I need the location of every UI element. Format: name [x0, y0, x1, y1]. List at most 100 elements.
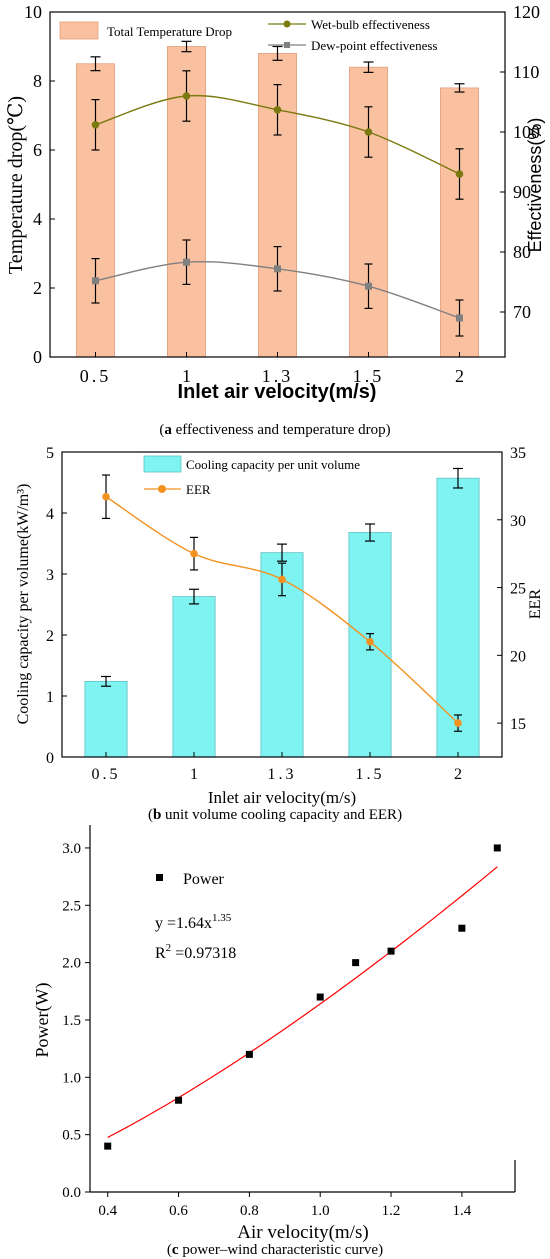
- y-axis-label-right: Effectiveness(%): [525, 118, 545, 253]
- x-axis-label: Air velocity(m/s): [237, 1222, 368, 1243]
- legend-marker-wetbulb: [283, 20, 291, 28]
- legend-swatch-bars: [59, 21, 99, 40]
- y-tick-label: 2: [33, 278, 42, 298]
- x-tick-label: 0.6: [169, 1203, 188, 1219]
- series-1-point-0: [92, 277, 99, 285]
- caption-c: (c power–wind characteristic curve): [167, 1242, 383, 1258]
- fit-equation: y =1.64x1.35: [155, 912, 232, 932]
- y-axis-label-left: Temperature drop(℃): [5, 96, 27, 274]
- x-tick-label: 1.0: [311, 1203, 330, 1219]
- series-0-point-3: [366, 637, 374, 646]
- series-0-point-1: [190, 549, 198, 558]
- data-point-3: [316, 993, 324, 1001]
- legend-label-power: Power: [183, 871, 225, 888]
- caption-b-text: unit volume cooling capacity and EER: [161, 807, 397, 823]
- series-0-point-1: [182, 92, 191, 100]
- legend-label-eer: EER: [186, 482, 211, 497]
- y-tick-label: 1: [46, 689, 54, 706]
- y-tick-label: 0.5: [62, 1128, 81, 1144]
- y-tick-label: 0: [33, 347, 42, 367]
- series-0-point-4: [454, 719, 462, 727]
- x-tick-label: 1.5: [353, 366, 385, 386]
- error-bars-layer: [101, 467, 463, 687]
- x-ticks: 0.5 1 1.3 1.5 2: [92, 752, 462, 783]
- fit-equation-exponent: 1.35: [212, 912, 232, 924]
- data-point-6: [458, 924, 466, 932]
- x-tick-label: 2: [455, 366, 464, 386]
- x-tick-label: 1: [190, 766, 198, 783]
- y-right-tick-label: 80: [513, 242, 531, 262]
- y-right-tick-label: 120: [513, 2, 540, 22]
- y-tick-label: 4: [46, 506, 54, 523]
- y-tick-label: 6: [33, 140, 42, 160]
- series-0-point-3: [364, 128, 373, 136]
- y-tick-label: 10: [24, 2, 42, 22]
- lines-layer: [91, 70, 464, 337]
- y-axis-label-right: EER: [527, 589, 544, 620]
- bar-1: [172, 596, 216, 758]
- y-tick-label: 2: [46, 628, 54, 645]
- x-tick-label: 2: [454, 766, 462, 783]
- data-point-5: [387, 947, 395, 955]
- data-point-1: [175, 1096, 183, 1104]
- legend-marker-eer: [158, 485, 166, 493]
- y-tick-label: 3.0: [62, 841, 81, 857]
- y-tick-label: 2.5: [62, 898, 81, 914]
- y-right-tick-label: 30: [510, 513, 526, 530]
- y-right-ticks: 15 20 25 30 35: [497, 445, 526, 733]
- caption-a-label: a: [164, 422, 172, 438]
- legend-label-bars: Total Temperature Drop: [107, 24, 232, 39]
- data-point-2: [245, 1050, 253, 1058]
- legend-label-wetbulb: Wet-bulb effectiveness: [311, 17, 430, 32]
- caption-a: (a effectiveness and temperature drop): [159, 422, 390, 438]
- y-left-ticks: 0 1 2 3 4 5: [46, 445, 67, 767]
- data-point-4: [352, 959, 360, 967]
- y-right-ticks: 70 80 90 100 110 120: [500, 2, 540, 322]
- error-bars-layer: [90, 40, 465, 93]
- x-tick-label: 1.3: [268, 766, 297, 783]
- y-ticks: 0.0 0.5 1.0 1.5 2.0 2.5 3.0: [62, 841, 90, 1201]
- series-0-point-2: [278, 575, 286, 584]
- caption-b-label: b: [153, 807, 161, 823]
- points-layer: [104, 844, 501, 1150]
- y-tick-label: 4: [33, 209, 42, 229]
- legend: Power: [156, 871, 225, 888]
- x-tick-label: 0.5: [92, 766, 121, 783]
- y-axis-label: Power(W): [32, 983, 53, 1058]
- bars-layer: [84, 477, 480, 758]
- fit-equation-lhs: y =1.64x: [155, 915, 212, 932]
- x-axis-label: Inlet air velocity(m/s): [208, 788, 356, 807]
- y-left-ticks: 0 2 4 6 8 10: [24, 2, 55, 367]
- y-tick-label: 2.0: [62, 956, 81, 972]
- y-tick-label: 0: [46, 750, 54, 767]
- chart-power-wind: 0.0 0.5 1.0 1.5 2.0 2.5 3.0 0.4 0.6 0.8 1.0 1.2 1.4…: [32, 825, 516, 1258]
- x-tick-label: 0.5: [80, 366, 112, 386]
- series-0-point-0: [102, 492, 110, 501]
- x-tick-label: 1.2: [382, 1203, 401, 1219]
- r2-value: =0.97318: [171, 945, 236, 962]
- y-tick-label: 8: [33, 71, 42, 91]
- chart-cooling-capacity-eer: 0 1 2 3 4 5 15 20 25 30 35 0.5 1 1.3 1.5 2 Cooling ca…: [15, 445, 544, 823]
- y-right-tick-label: 110: [513, 62, 539, 82]
- bar-0.5: [84, 680, 128, 758]
- lines-layer: [102, 474, 462, 732]
- y-tick-label: 5: [46, 445, 54, 462]
- x-tick-label: 1.4: [453, 1203, 472, 1219]
- data-point-7: [493, 844, 501, 852]
- y-right-tick-label: 15: [510, 716, 526, 733]
- series-0-point-4: [455, 170, 464, 178]
- legend-marker-power: [156, 874, 163, 881]
- caption-c-text: power–wind characteristic curve: [179, 1242, 379, 1258]
- series-1-point-1: [183, 258, 190, 266]
- y-axis-label-left: Cooling capacity per volume(kW/m³): [15, 484, 32, 725]
- series-0-point-2: [273, 106, 282, 114]
- fit-curve: [107, 866, 498, 1138]
- series-1-point-2: [274, 265, 281, 273]
- y-right-tick-label: 100: [513, 122, 540, 142]
- y-tick-label: 1.0: [62, 1070, 81, 1086]
- caption-c-label: c: [172, 1242, 179, 1258]
- x-tick-label: 0.4: [98, 1203, 117, 1219]
- caption-a-text: effectiveness and temperature drop: [172, 422, 386, 438]
- series-1-point-3: [365, 282, 372, 290]
- x-tick-label: 1.3: [262, 366, 294, 386]
